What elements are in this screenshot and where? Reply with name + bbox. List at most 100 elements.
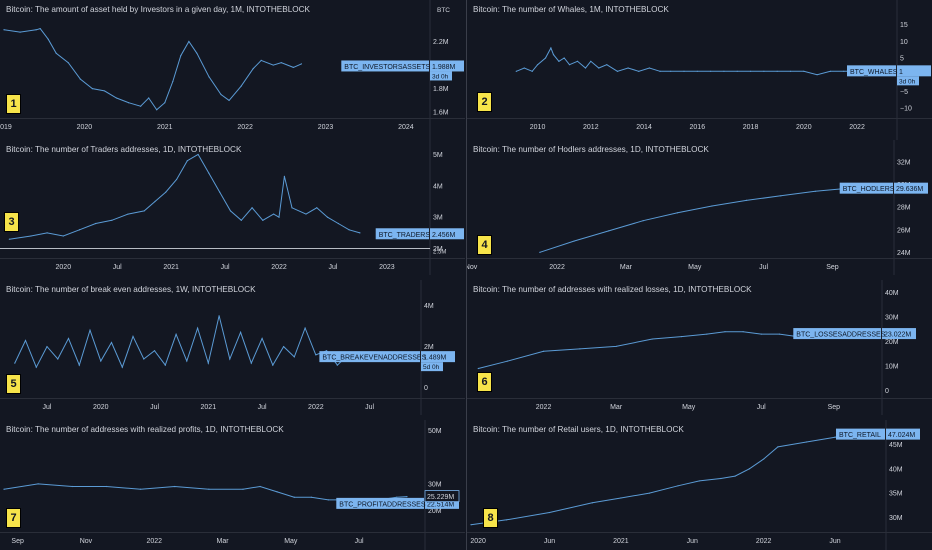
data-point: [523, 67, 525, 69]
last-value-tag-bg: [430, 228, 464, 240]
data-point: [196, 52, 198, 54]
x-tick-label: 2019: [0, 124, 12, 131]
data-point: [336, 364, 338, 366]
data-point: [139, 488, 142, 490]
series-name-tag-bg: [375, 228, 429, 240]
data-point: [180, 55, 182, 57]
y-tick-label: 2M: [424, 344, 434, 351]
data-point: [359, 232, 361, 234]
data-point: [153, 350, 156, 352]
x-tick-label: 2020: [77, 124, 93, 131]
x-tick-label: Jul: [113, 264, 122, 271]
y-tick-label: 2.2M: [433, 39, 449, 46]
data-point: [24, 339, 27, 342]
data-point: [305, 213, 307, 215]
chart-number-badge: 3: [4, 212, 19, 232]
series-name-tag: BTC_HODLERS: [839, 182, 895, 194]
y-tick-label: 28M: [897, 205, 911, 212]
data-point: [95, 222, 97, 225]
x-tick-label: 2022: [849, 124, 865, 131]
data-point: [57, 358, 59, 360]
x-tick-label: 2020: [93, 404, 109, 411]
data-point: [293, 356, 295, 358]
x-tick-label: Nov: [80, 538, 93, 545]
data-point: [814, 190, 816, 192]
data-point: [8, 238, 10, 240]
data-point: [563, 57, 565, 59]
data-point: [627, 67, 629, 69]
x-tick-label: Sep: [11, 538, 24, 545]
data-point: [272, 364, 274, 366]
last-value-tag: 1.489M: [423, 355, 447, 362]
data-point: [143, 210, 145, 212]
data-point: [698, 480, 701, 482]
series-name-tag-text: BTC_HODLERS: [843, 186, 895, 193]
data-point: [115, 97, 118, 99]
data-point: [843, 70, 845, 72]
countdown-tag-bg: [430, 71, 452, 81]
data-point: [91, 87, 94, 90]
data-point: [140, 105, 142, 107]
secondary-value-tag-bg: [424, 490, 460, 503]
data-point: [723, 70, 725, 72]
chart-svg: 2M 3M 4M 5M 2020 Jul 2021 Jul 2022 Jul 2023 2.5M 2.4…: [0, 140, 465, 275]
secondary-value-tag: 25.229M: [427, 494, 454, 501]
series-line: [539, 188, 843, 253]
data-point: [71, 485, 73, 488]
series-name-tag: BTC_LOSSESADDRESSES: [793, 328, 886, 340]
data-point: [127, 213, 129, 215]
series-name-tag-bg: [847, 65, 896, 77]
data-point: [154, 200, 156, 203]
data-point: [239, 331, 242, 333]
data-point: [506, 519, 508, 521]
series-line: [3, 28, 302, 111]
y-tick-label: 2M: [433, 246, 443, 253]
chart-panel-2: Bitcoin: The number of Whales, 1M, INTOT…: [467, 0, 932, 140]
data-point: [19, 31, 21, 33]
data-point: [552, 54, 555, 56]
chart-svg: 30M 35M 40M 45M 2020 Jun 2021 Jun 2022 Jun 47.024M…: [467, 420, 932, 550]
x-tick-label: Jul: [757, 404, 766, 411]
data-point: [326, 216, 329, 218]
chart-svg: 0 2M 4M Jul 2020 Jul 2021 Jul 2022 Jul 1.489M 5d 0h…: [0, 280, 465, 415]
data-point: [710, 70, 712, 72]
series-name-tag-text: BTC_BREAKEVENADDRESSES: [322, 355, 426, 362]
data-point: [172, 80, 174, 83]
x-tick-label: Mar: [217, 538, 230, 545]
series-name-tag-bg: [839, 182, 893, 194]
data-point: [250, 362, 252, 364]
data-point: [780, 195, 782, 197]
data-point: [37, 483, 39, 485]
data-point: [348, 229, 350, 231]
data-point: [736, 70, 738, 72]
data-point: [834, 436, 836, 438]
data-point: [651, 338, 654, 340]
data-point: [78, 229, 81, 231]
data-point: [262, 219, 264, 221]
data-point: [174, 485, 176, 488]
last-value-tag: 23.022M: [884, 332, 911, 339]
data-point: [240, 219, 242, 221]
last-value-tag: 29.636M: [896, 186, 923, 193]
series-name-tag-text: BTC_PROFITADDRESSES: [339, 501, 426, 508]
y-tick-label: 30M: [885, 314, 899, 321]
data-point: [606, 64, 608, 66]
series-name-tag-text: BTC_INVESTORSASSETS: [344, 64, 430, 71]
data-point: [121, 366, 123, 368]
data-point: [584, 67, 587, 69]
x-tick-label: Jun: [544, 538, 555, 545]
data-point: [310, 496, 312, 498]
y-tick-label: 35M: [889, 491, 903, 498]
data-point: [105, 485, 108, 488]
y-tick-label: 40M: [885, 290, 899, 297]
x-tick-label: 2022: [549, 264, 565, 271]
data-point: [515, 70, 517, 72]
data-point: [35, 366, 37, 368]
data-point: [208, 76, 210, 78]
data-point: [293, 496, 295, 498]
data-point: [220, 93, 222, 96]
data-point: [35, 29, 37, 31]
data-point: [14, 362, 16, 364]
x-tick-label: 2022: [756, 538, 772, 545]
x-tick-label: Sep: [828, 404, 841, 411]
